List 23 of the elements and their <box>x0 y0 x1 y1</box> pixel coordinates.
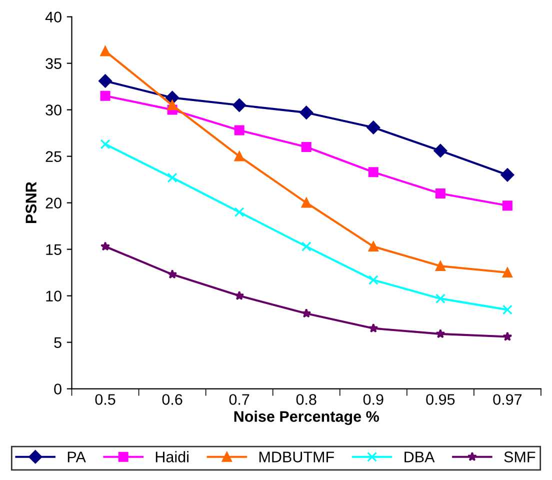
y-tick-label: 35 <box>46 58 62 69</box>
x-tick-label: 0.95 <box>426 394 455 405</box>
x-tick-label: 0.9 <box>363 394 384 405</box>
y-tick-label: 15 <box>46 244 62 255</box>
legend-label: DBA <box>404 452 435 462</box>
legend-label: Haidi <box>156 451 188 462</box>
x-axis-title: Noise Percentage % <box>234 410 379 425</box>
y-tick-label: 5 <box>54 337 62 348</box>
y-tick-label: 10 <box>46 290 62 302</box>
x-tick-label: 0.97 <box>493 394 522 405</box>
legend-label: SMF <box>504 452 536 462</box>
x-tick-label: 0.6 <box>162 394 182 405</box>
y-tick-label: 30 <box>46 104 62 116</box>
y-tick-label: 0 <box>54 384 62 394</box>
y-axis-title: PSNR <box>26 182 36 223</box>
legend-label: MDBUTMF <box>259 452 334 462</box>
y-tick-label: 25 <box>46 151 62 162</box>
x-tick-label: 0.8 <box>296 394 316 405</box>
x-tick-label: 0.5 <box>95 394 116 405</box>
y-tick-label: 20 <box>46 198 62 208</box>
y-tick-label: 40 <box>45 12 62 22</box>
x-tick-label: 0.7 <box>229 394 250 405</box>
legend-label: PA <box>68 452 86 462</box>
